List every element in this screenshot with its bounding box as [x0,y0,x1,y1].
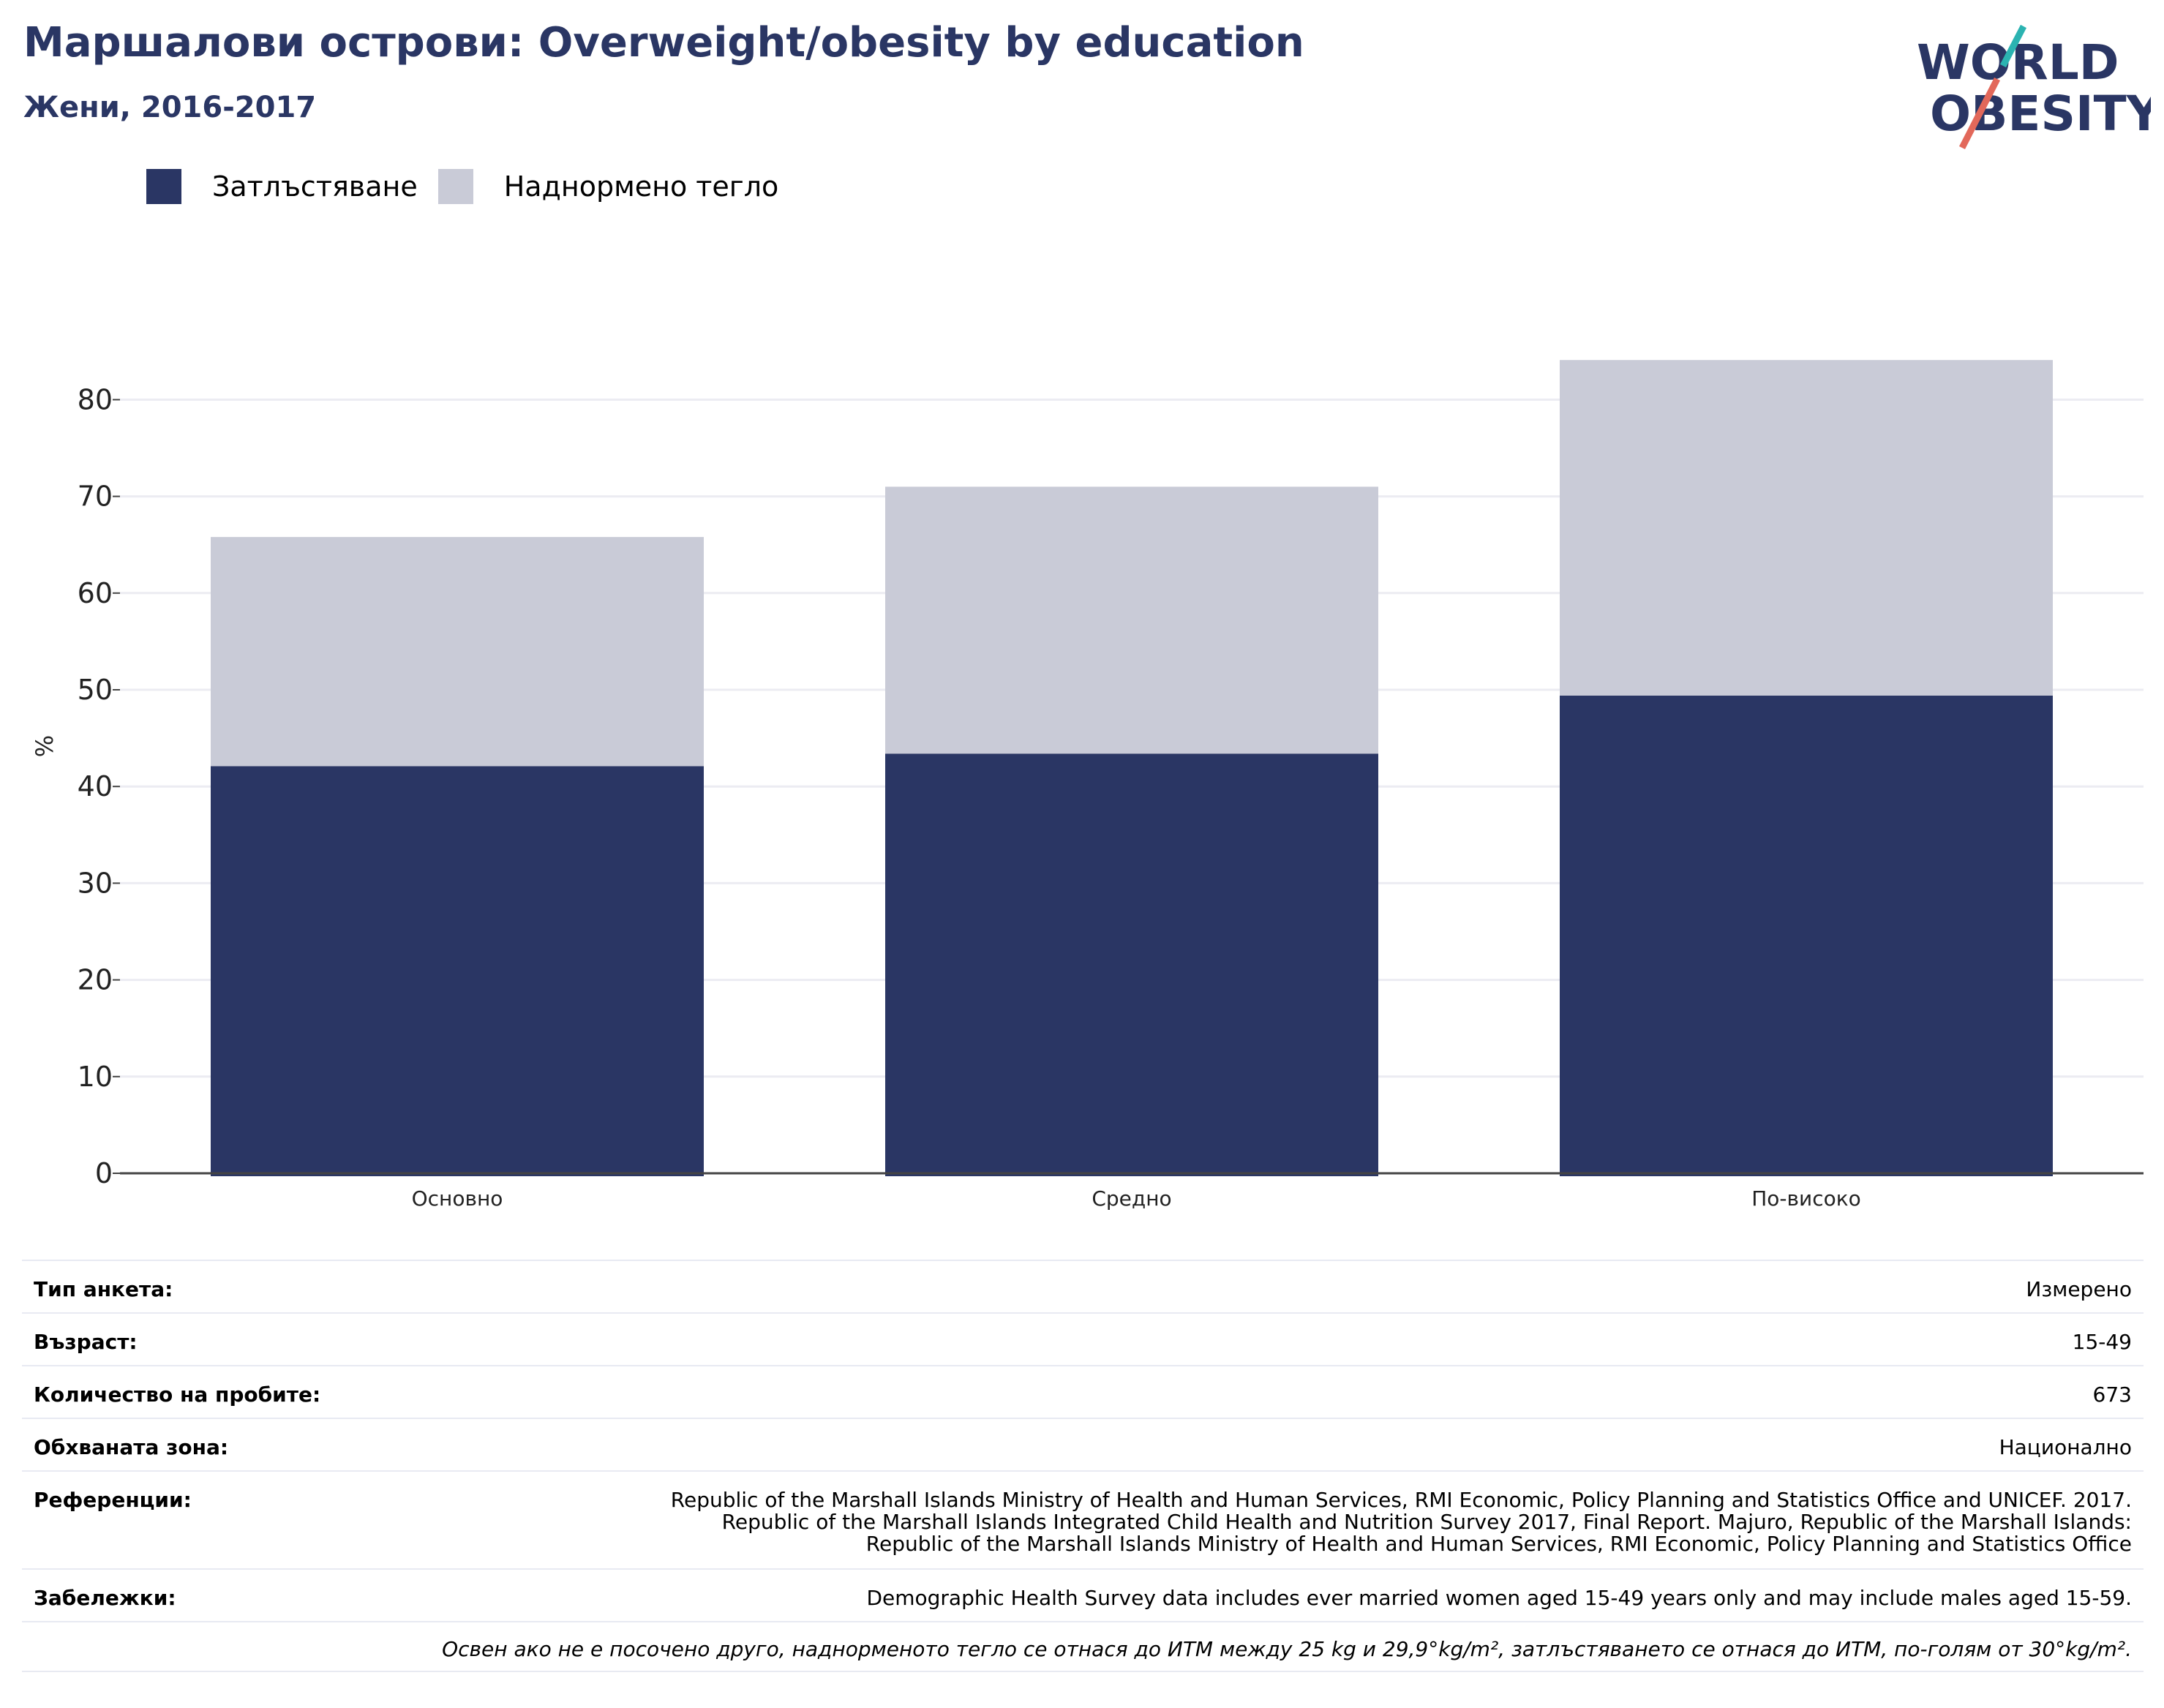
y-tick-label: 0 [95,1157,113,1189]
chart-subtitle: Жени, 2016-2017 [23,91,317,124]
meta-label: Тип анкета: [34,1277,173,1301]
meta-value: Измерено [2026,1277,2132,1301]
x-tick-label: По-високо [1751,1186,1861,1211]
bar-obesity [885,753,1378,1176]
meta-row-references: Референции: Republic of the Marshall Isl… [22,1470,2144,1568]
meta-row-sample-size: Количество на пробите: 673 [22,1365,2144,1418]
logo-slash-teal [2000,24,2026,68]
bar-chart: 0 10 20 30 40 50 60 70 80% Основно Средно По-високо [31,360,2144,1211]
x-tick-label: Средно [1092,1186,1171,1211]
meta-row-survey-type: Тип анкета: Измерено [22,1260,2144,1312]
x-tick-label: Основно [412,1186,503,1211]
y-tick-label: 40 [78,770,113,802]
meta-row-notes: Забележки: Demographic Health Survey dat… [22,1568,2144,1621]
bmi-definition-note: Освен ако не е посочено друго, наднормен… [22,1621,2144,1672]
meta-row-area-covered: Обхваната зона: Национално [22,1418,2144,1470]
meta-label: Обхваната зона: [34,1435,229,1459]
bar-obesity [1560,695,2053,1176]
y-tick-label: 60 [78,577,113,609]
metadata-table: Тип анкета: Измерено Възраст: 15-49 Коли… [22,1260,2144,1672]
bar-overweight [211,537,704,767]
y-tick-label: 20 [78,964,113,996]
y-tick-label: 50 [78,674,113,706]
meta-value: Demographic Health Survey data includes … [866,1586,2132,1610]
world-obesity-logo: WORLD OBESITY [1917,24,2151,150]
legend-swatch-overweight [437,169,473,204]
y-tick-label: 80 [78,383,113,415]
bar-obesity [211,766,704,1176]
meta-label: Количество на пробите: [34,1382,321,1407]
chart-title: Маршалови острови: Overweight/obesity by… [23,19,1304,67]
y-tick-label: 30 [78,867,113,899]
meta-value: Национално [1999,1435,2132,1459]
meta-row-age: Възраст: 15-49 [22,1312,2144,1365]
meta-value: Republic of the Marshall Islands Ministr… [670,1488,2132,1556]
bar-overweight [1560,360,2053,696]
legend-item-overweight[interactable]: Наднормено тегло [437,169,779,204]
bar-overweight [885,486,1378,754]
meta-label: Референции: [34,1488,192,1512]
legend-item-obesity[interactable]: Затлъстяване [146,169,418,204]
y-tick-label: 10 [78,1061,113,1093]
y-tick-label: 70 [78,481,113,513]
meta-value: 673 [2092,1382,2132,1407]
legend-label-obesity: Затлъстяване [212,170,418,203]
legend: Затлъстяване Наднормено тегло [146,168,799,205]
meta-label: Възраст: [34,1330,138,1354]
meta-value: 15-49 [2072,1330,2132,1354]
legend-label-overweight: Наднормено тегло [503,170,779,203]
legend-swatch-obesity [146,169,181,204]
meta-label: Забележки: [34,1586,176,1610]
y-axis-label: % [31,735,59,757]
logo-slash-red [1958,77,2001,150]
